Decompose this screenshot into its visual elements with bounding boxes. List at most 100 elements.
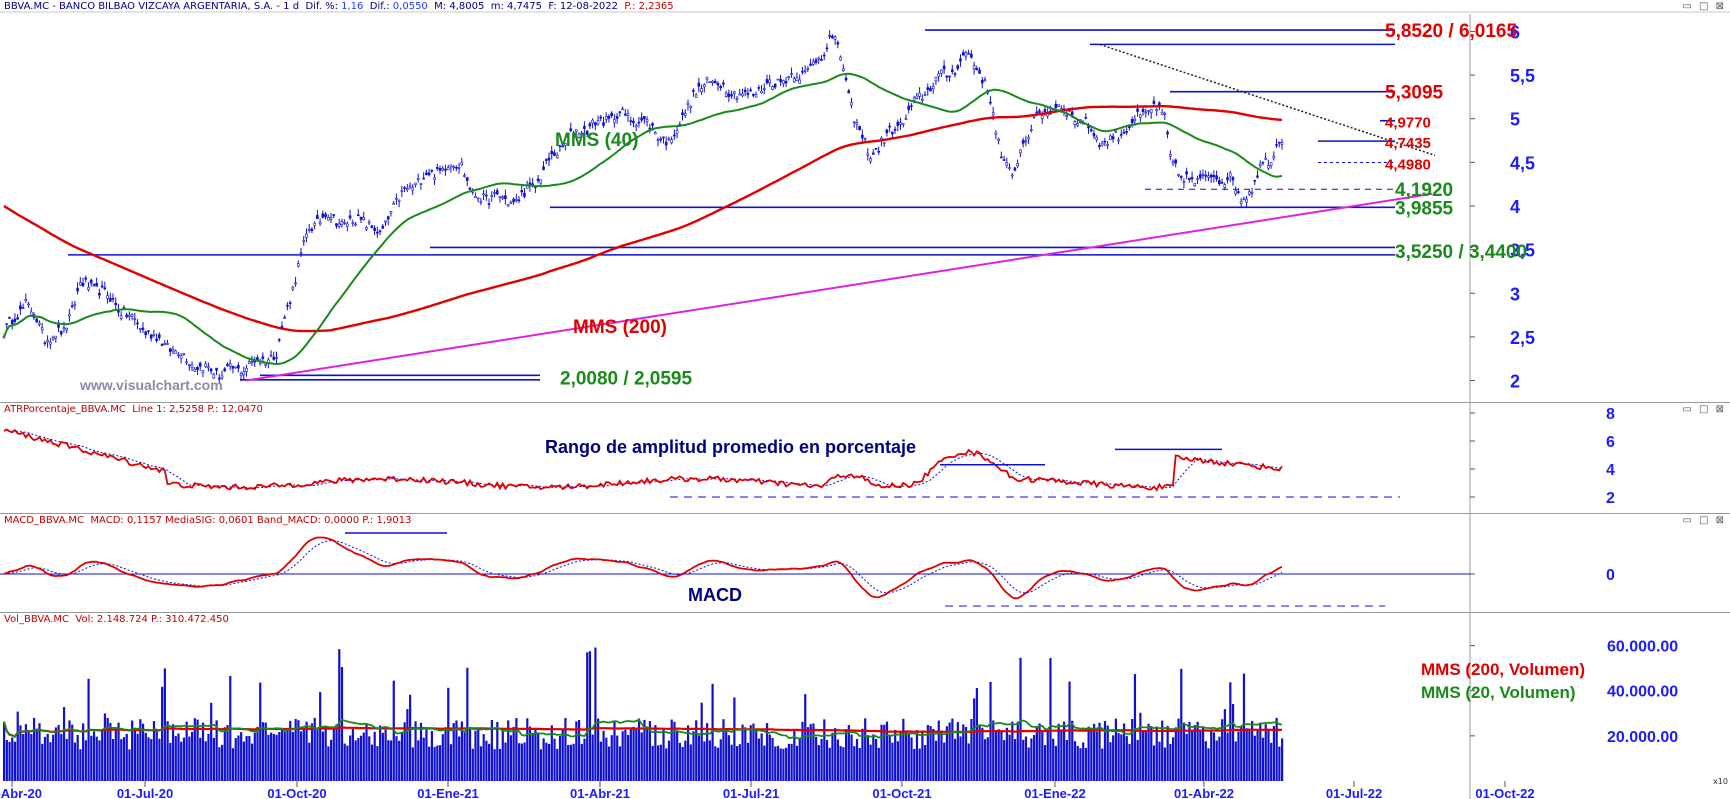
price-candle-body	[395, 197, 398, 200]
price-candle-body	[264, 363, 267, 366]
price-candle-body	[885, 129, 889, 134]
atr-y-tick-label: 2	[1606, 490, 1615, 507]
volume-bar	[749, 725, 752, 781]
price-candle-body	[425, 172, 428, 175]
price-candle-body	[354, 223, 357, 226]
volume-bar	[16, 711, 19, 781]
volume-bar	[1270, 742, 1273, 781]
volume-bar	[501, 728, 504, 781]
price-candle-body	[24, 299, 28, 301]
price-candle-body	[1177, 174, 1180, 176]
macd-window-buttons[interactable]: ▭ □ ⊠	[1682, 515, 1726, 526]
price-window-buttons[interactable]: ▭ □ ⊠	[1682, 1, 1726, 12]
volume-bar	[215, 720, 218, 781]
price-candle-body	[21, 307, 25, 309]
volume-bar	[1054, 745, 1058, 781]
volume-bar	[291, 731, 295, 781]
volume-bar	[1125, 736, 1128, 781]
volume-bar	[180, 741, 183, 781]
atr-window-buttons[interactable]: ▭ □ ⊠	[1682, 404, 1726, 415]
volume-bar	[92, 731, 96, 781]
volume-bar	[997, 729, 1000, 781]
volume-bar	[1155, 727, 1158, 781]
price-candle-body	[198, 362, 202, 367]
price-candle-body	[378, 230, 382, 233]
volume-bar	[572, 743, 575, 781]
price-candle-body	[1144, 111, 1148, 114]
price-candle-body	[825, 47, 829, 50]
price-candle-body	[550, 150, 554, 155]
price-candle-body	[13, 318, 17, 322]
volume-bar	[234, 738, 237, 781]
volume-bar	[861, 728, 864, 781]
volume-bar	[139, 719, 142, 781]
price-candle-body	[926, 87, 930, 90]
volume-bar	[504, 742, 507, 781]
price-candle-body	[869, 158, 872, 162]
volume-bar	[1169, 743, 1172, 781]
macd-panel-title: MACD_BBVA.MC MACD: 0,1157 MediaSIG: 0,06…	[4, 515, 412, 526]
volume-bar	[270, 732, 273, 781]
price-candle-body	[92, 283, 96, 286]
volume-bar	[340, 667, 344, 781]
volume-bar	[1109, 742, 1112, 781]
volume-bar	[1008, 734, 1011, 781]
volume-bar	[580, 743, 583, 781]
volume-bar	[964, 727, 968, 781]
volume-bar	[3, 721, 6, 781]
price-candle-body	[686, 102, 690, 106]
volume-bar	[1166, 725, 1169, 781]
price-candle-body	[746, 92, 750, 95]
price-candle-body	[667, 138, 671, 140]
volume-bar	[379, 725, 382, 781]
volume-bar	[32, 717, 36, 781]
price-candle-body	[787, 76, 791, 79]
watermark: www.visualchart.com	[79, 377, 223, 393]
x-axis-tick-label: 01-Oct-20	[267, 786, 326, 799]
volume-bar	[1259, 722, 1262, 781]
price-candle-body	[1185, 171, 1188, 175]
volume-bar	[981, 727, 984, 781]
volume-bar	[98, 740, 101, 781]
volume-bar	[793, 729, 796, 781]
price-candle-body	[732, 91, 736, 94]
volume-bar	[894, 729, 897, 781]
price-candle-body	[392, 203, 395, 205]
price-candle-body	[329, 217, 333, 220]
price-candle-body	[498, 196, 502, 198]
volume-bar	[547, 743, 551, 781]
price-y-tick-label: 5	[1510, 110, 1520, 130]
volume-bar	[248, 735, 251, 781]
volume-panel[interactable]: Vol_BBVA.MC Vol: 2.148.724 P.: 310.472.4…	[0, 613, 1730, 799]
price-candle-body	[1220, 182, 1224, 184]
volume-bar	[41, 743, 44, 781]
price-candle-body	[1237, 191, 1240, 193]
volume-bar	[398, 740, 401, 781]
volume-bar	[673, 721, 676, 781]
price-panel[interactable]: BBVA.MC - BANCO BILBAO VIZCAYA ARGENTARI…	[0, 0, 1730, 402]
volume-bar	[1084, 747, 1088, 781]
mms-40-label: MMS (40)	[555, 130, 638, 151]
volume-bar	[65, 738, 68, 781]
price-candle-body	[247, 361, 251, 365]
x-axis-tick-label: 01-Ene-21	[417, 786, 478, 799]
volume-bar	[809, 724, 812, 781]
price-candle-body	[133, 318, 137, 320]
volume-bar	[872, 734, 875, 781]
volume-bar	[490, 719, 493, 781]
volume-bar	[725, 729, 728, 781]
atr-panel[interactable]: ATRPorcentaje_BBVA.MC Line 1: 2,5258 P.:…	[0, 403, 1730, 513]
volume-bar	[329, 739, 333, 781]
volume-bar	[182, 737, 186, 781]
volume-bar	[1103, 720, 1107, 781]
volume-bar	[1152, 745, 1156, 781]
volume-bar	[106, 718, 109, 781]
volume-bar	[338, 649, 341, 781]
volume-bar	[730, 744, 733, 781]
price-candle-body	[901, 123, 905, 125]
price-candle-body	[948, 75, 951, 78]
volume-bar	[452, 723, 455, 781]
volume-bar	[346, 745, 349, 781]
macd-panel[interactable]: MACD_BBVA.MC MACD: 0,1157 MediaSIG: 0,06…	[0, 514, 1730, 612]
volume-bar	[1278, 746, 1281, 781]
